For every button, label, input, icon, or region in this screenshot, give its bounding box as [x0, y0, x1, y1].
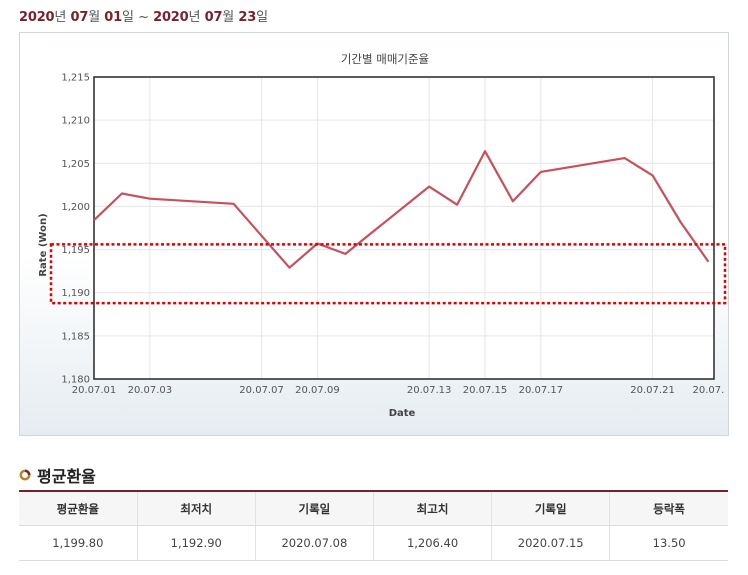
ring-bullet-icon: [19, 469, 31, 481]
x-tick-label: 20.07.: [693, 385, 725, 396]
x-tick-label: 20.07.01: [72, 385, 117, 396]
x-tick-label: 20.07.13: [407, 385, 452, 396]
col-average-rate: 평균환율: [19, 490, 138, 526]
y-tick-label: 1,180: [61, 375, 90, 386]
end-month: 07: [204, 10, 223, 25]
x-tick-label: 20.07.17: [519, 385, 564, 396]
y-tick-label: 1,195: [61, 245, 90, 256]
x-tick-label: 20.07.07: [239, 385, 284, 396]
table-header-row: 평균환율 최저치 기록일 최고치 기록일 등락폭: [19, 490, 728, 526]
start-day-unit: 일: [121, 10, 134, 25]
y-axis-label: Rate (Won): [38, 213, 49, 276]
end-year-unit: 년: [188, 10, 201, 25]
y-tick-label: 1,205: [61, 159, 90, 170]
start-year: 2020: [19, 10, 55, 25]
chart-title: 기간별 매매기준율: [341, 52, 429, 66]
start-year-unit: 년: [54, 10, 67, 25]
col-lowest: 최저치: [137, 490, 256, 526]
col-fluctuation: 등락폭: [609, 490, 728, 526]
x-axis-label: Date: [389, 408, 416, 419]
cell-lowest: 1,192.90: [137, 525, 256, 561]
col-lowest-date: 기록일: [255, 490, 374, 526]
series-line: [93, 150, 710, 269]
rate-line-chart: 기간별 매매기준율 Date Rate (Won) 20.07.01 20.07.…: [38, 52, 727, 419]
average-rate-table: 평균환율 최저치 기록일 최고치 기록일 등락폭 1,199.80 1,192.…: [19, 490, 728, 561]
x-tick-label: 20.07.03: [128, 385, 173, 396]
start-month: 07: [70, 10, 89, 25]
y-tick-label: 1,185: [61, 331, 90, 342]
cell-fluctuation: 13.50: [609, 525, 728, 561]
cell-highest: 1,206.40: [373, 525, 493, 561]
end-year: 2020: [153, 10, 189, 25]
col-highest-date: 기록일: [491, 490, 611, 526]
start-month-unit: 월: [88, 10, 100, 25]
x-tick-label: 20.07.09: [295, 385, 340, 396]
cell-average-rate: 1,199.80: [19, 525, 138, 561]
y-tick-label: 1,210: [61, 116, 90, 127]
end-day-unit: 일: [256, 10, 268, 25]
y-tick-label: 1,215: [61, 73, 90, 84]
x-tick-label: 20.07.15: [463, 385, 508, 396]
table-row: 1,199.80 1,192.90 2020.07.08 1,206.40 20…: [19, 525, 728, 561]
chart-container: 기간별 매매기준율 Date Rate (Won) 20.07.01 20.07.…: [19, 32, 729, 436]
end-month-unit: 월: [222, 10, 235, 25]
plot-frame: [93, 76, 715, 380]
cell-lowest-date: 2020.07.08: [255, 525, 374, 561]
col-highest: 최고치: [373, 490, 493, 526]
start-day: 01: [104, 10, 122, 25]
cell-highest-date: 2020.07.15: [491, 525, 611, 561]
section-heading: 평균환율: [19, 463, 96, 487]
section-title: 평균환율: [37, 467, 96, 486]
period-range: 2020년 07월 01일 ~ 2020년 07월 23일: [19, 6, 268, 25]
range-separator: ~: [138, 10, 149, 25]
y-tick-label: 1,190: [61, 288, 90, 299]
x-tick-label: 20.07.21: [630, 385, 675, 396]
y-tick-label: 1,200: [61, 202, 90, 213]
highlight-box: [49, 243, 727, 305]
end-day: 23: [238, 10, 257, 25]
plot-area: [94, 77, 714, 379]
